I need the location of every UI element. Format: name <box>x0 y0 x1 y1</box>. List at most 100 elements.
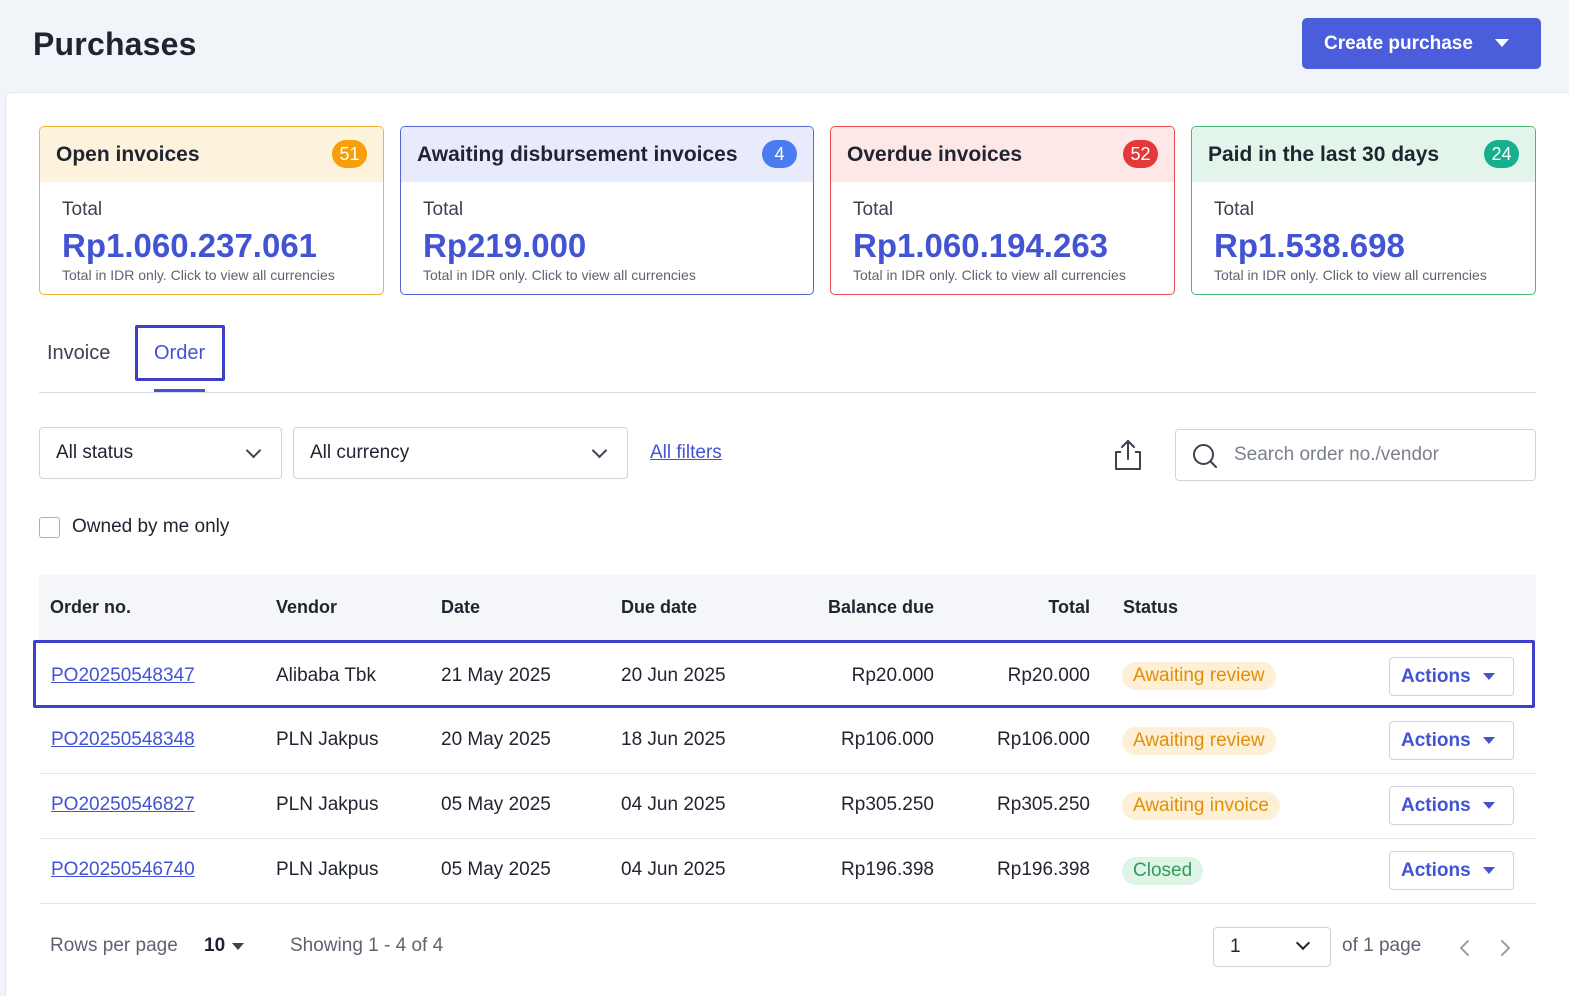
chevron-down-icon <box>245 442 262 459</box>
actions-button[interactable]: Actions <box>1389 851 1514 890</box>
search-icon <box>1193 444 1217 468</box>
page-number-select[interactable]: 1 <box>1213 927 1331 967</box>
due-date-cell: 20 Jun 2025 <box>621 665 726 686</box>
count-badge: 24 <box>1484 140 1519 168</box>
column-due-date: Due date <box>621 597 698 617</box>
rows-per-page-select[interactable]: 10 <box>204 935 226 956</box>
caret-down-icon <box>1483 737 1495 744</box>
status-filter-select[interactable]: All status <box>39 427 282 479</box>
export-icon[interactable] <box>1110 437 1146 473</box>
card-header: Paid in the last 30 days 24 <box>1192 127 1535 182</box>
card-title: Paid in the last 30 days <box>1208 142 1440 166</box>
caret-down-icon <box>1495 39 1509 47</box>
table-row[interactable] <box>39 709 1536 774</box>
chevron-down-icon <box>1295 935 1311 951</box>
total-note: Total in IDR only. Click to view all cur… <box>423 267 696 283</box>
column-vendor: Vendor <box>276 597 338 617</box>
tab-order-highlight <box>135 325 225 381</box>
actions-button[interactable]: Actions <box>1389 721 1514 760</box>
rows-per-page-label: Rows per page <box>50 935 178 956</box>
total-note: Total in IDR only. Click to view all cur… <box>1214 267 1487 283</box>
chevron-down-icon <box>591 442 608 459</box>
actions-button[interactable]: Actions <box>1389 786 1514 825</box>
create-purchase-label: Create purchase <box>1324 32 1473 54</box>
card-title: Open invoices <box>56 142 200 166</box>
balance-due-cell: Rp20.000 <box>851 665 934 686</box>
count-badge: 4 <box>762 140 797 168</box>
owned-by-me-checkbox[interactable] <box>39 516 60 538</box>
card-overdue-invoices[interactable]: Overdue invoices 52 Total Rp1.060.194.26… <box>830 126 1175 295</box>
balance-due-cell: Rp305.250 <box>841 794 934 815</box>
vendor-cell: PLN Jakpus <box>276 859 379 880</box>
status-filter-value: All status <box>56 442 134 463</box>
order-number-link[interactable]: PO20250548348 <box>51 729 195 750</box>
status-badge: Awaiting review <box>1122 727 1276 755</box>
column-total: Total <box>1048 597 1090 617</box>
currency-filter-select[interactable]: All currency <box>293 427 628 479</box>
date-cell: 05 May 2025 <box>441 794 551 815</box>
column-balance-due: Balance due <box>827 597 934 617</box>
vendor-cell: PLN Jakpus <box>276 729 379 750</box>
table-row[interactable] <box>39 642 1536 707</box>
total-note: Total in IDR only. Click to view all cur… <box>62 267 335 283</box>
total-cell: Rp196.398 <box>997 859 1090 880</box>
total-note: Total in IDR only. Click to view all cur… <box>853 267 1126 283</box>
date-cell: 05 May 2025 <box>441 859 551 880</box>
column-date: Date <box>441 597 481 617</box>
table-row[interactable] <box>39 839 1536 904</box>
card-paid-last-30-days[interactable]: Paid in the last 30 days 24 Total Rp1.53… <box>1191 126 1536 295</box>
card-open-invoices[interactable]: Open invoices 51 Total Rp1.060.237.061 T… <box>39 126 384 295</box>
due-date-cell: 04 Jun 2025 <box>621 794 726 815</box>
due-date-cell: 04 Jun 2025 <box>621 859 726 880</box>
card-header: Awaiting disbursement invoices 4 <box>401 127 813 182</box>
actions-label: Actions <box>1401 859 1471 881</box>
tab-order[interactable]: Order <box>154 342 206 364</box>
order-number-link[interactable]: PO20250546740 <box>51 859 195 880</box>
total-value: Rp1.060.237.061 <box>62 227 318 264</box>
table-row[interactable] <box>39 774 1536 839</box>
balance-due-cell: Rp106.000 <box>841 729 934 750</box>
create-purchase-button[interactable]: Create purchase <box>1302 18 1541 69</box>
card-header: Overdue invoices 52 <box>831 127 1174 182</box>
showing-range: Showing 1 - 4 of 4 <box>290 935 444 956</box>
column-status: Status <box>1123 597 1179 617</box>
page-number-value: 1 <box>1230 936 1241 957</box>
chevron-left-icon[interactable] <box>1455 938 1475 958</box>
owned-by-me-label: Owned by me only <box>72 516 230 537</box>
order-number-link[interactable]: PO20250548347 <box>51 665 195 686</box>
status-badge: Closed <box>1122 857 1204 885</box>
tabs-divider <box>39 392 1536 393</box>
total-value: Rp1.060.194.263 <box>853 227 1109 264</box>
count-badge: 51 <box>332 140 367 168</box>
vendor-cell: Alibaba Tbk <box>276 665 376 686</box>
search-input[interactable] <box>1234 440 1524 470</box>
actions-button[interactable]: Actions <box>1389 657 1514 696</box>
total-value: Rp1.538.698 <box>1214 227 1405 264</box>
total-cell: Rp20.000 <box>1007 665 1090 686</box>
actions-label: Actions <box>1401 665 1471 687</box>
page-count: of 1 page <box>1342 935 1422 956</box>
table-header <box>39 575 1536 641</box>
chevron-right-icon[interactable] <box>1495 938 1515 958</box>
total-label: Total <box>1214 199 1255 220</box>
caret-down-icon <box>1483 673 1495 680</box>
tab-invoice[interactable]: Invoice <box>47 342 111 364</box>
owned-by-me-toggle[interactable]: Owned by me only <box>39 516 229 538</box>
caret-down-icon <box>232 943 244 950</box>
actions-label: Actions <box>1401 729 1471 751</box>
all-filters-link[interactable]: All filters <box>650 442 722 463</box>
page-title: Purchases <box>33 26 197 62</box>
status-badge: Awaiting review <box>1122 662 1276 690</box>
card-title: Awaiting disbursement invoices <box>417 142 738 166</box>
balance-due-cell: Rp196.398 <box>841 859 934 880</box>
search-box <box>1175 429 1536 481</box>
card-awaiting-disbursement[interactable]: Awaiting disbursement invoices 4 Total R… <box>400 126 814 295</box>
total-value: Rp219.000 <box>423 227 587 264</box>
total-label: Total <box>62 199 103 220</box>
card-header: Open invoices 51 <box>40 127 383 182</box>
order-number-link[interactable]: PO20250546827 <box>51 794 195 815</box>
currency-filter-value: All currency <box>310 442 410 463</box>
caret-down-icon <box>1483 867 1495 874</box>
total-label: Total <box>423 199 464 220</box>
active-tab-indicator <box>154 389 205 392</box>
